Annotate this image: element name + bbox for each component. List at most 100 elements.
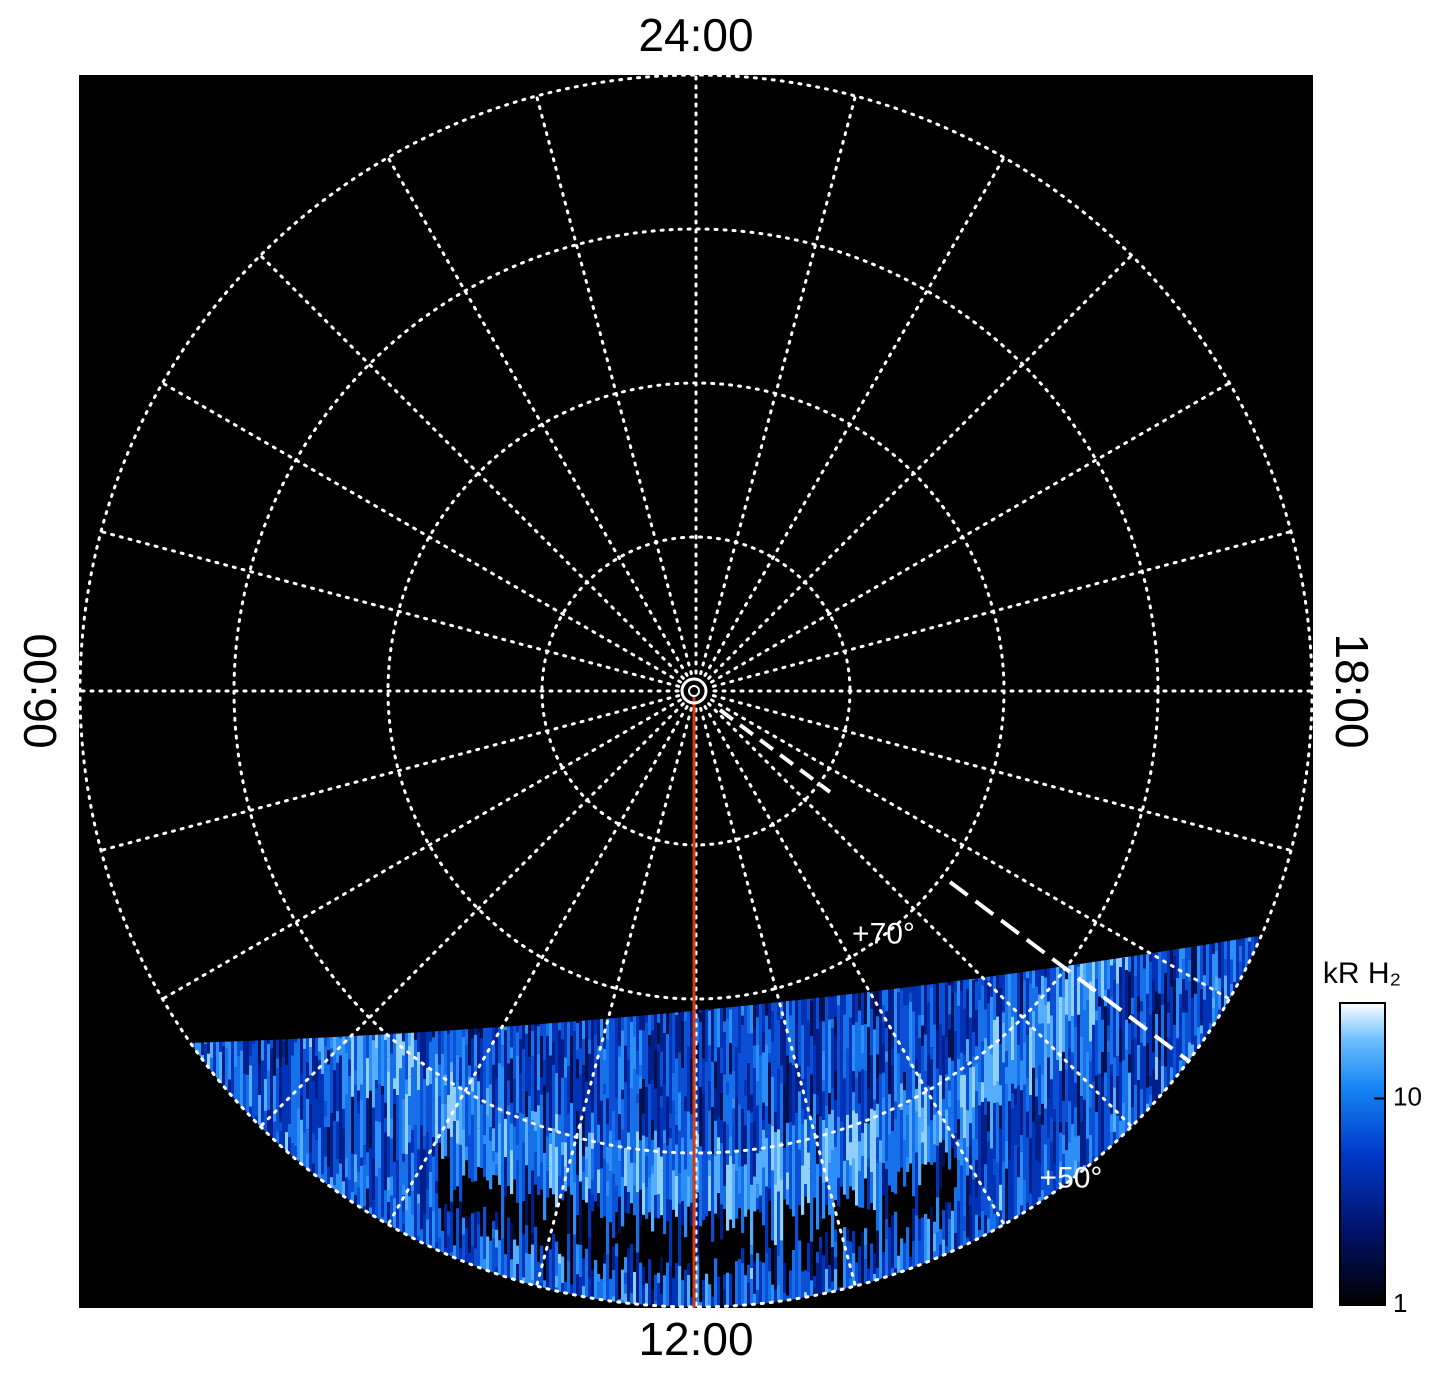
emission-streak [696,1282,700,1307]
emission-streak [585,1159,589,1178]
emission-streak [615,1256,619,1289]
emission-streak [306,1098,310,1130]
emission-streak [783,1084,787,1148]
emission-streak [987,1131,991,1142]
emission-streak [711,1061,715,1108]
emission-streak [345,1157,349,1178]
emission-streak [951,993,955,1061]
emission-streak [354,1182,358,1195]
emission-streak [663,1033,667,1066]
emission-streak [972,1066,976,1108]
emission-streak [888,1134,892,1186]
emission-streak [759,1001,763,1056]
emission-streak [1131,1014,1135,1041]
emission-streak [762,1064,766,1103]
emission-streak [1011,1108,1015,1164]
emission-streak [984,1114,988,1165]
emission-streak [657,1272,661,1284]
emission-streak [834,1016,838,1037]
emission-streak [759,1055,763,1108]
emission-streak [357,1113,361,1173]
emission-streak [939,1075,943,1143]
emission-streak [450,1071,454,1138]
emission-streak [630,1088,634,1148]
emission-streak [789,1177,793,1209]
emission-streak [882,1004,886,1023]
emission-streak [426,1026,430,1068]
emission-streak [636,1131,640,1193]
emission-streak [639,1076,643,1089]
emission-streak [429,1070,433,1085]
emission-streak [690,1016,694,1059]
emission-streak [414,1100,418,1125]
emission-streak [906,1104,910,1116]
emission-streak [945,1109,949,1153]
emission-streak [906,1115,910,1158]
emission-streak [741,1066,745,1110]
emission-streak [1038,994,1042,1024]
emission-streak [459,1201,463,1249]
emission-streak [696,1042,700,1062]
emission-streak [702,1093,706,1126]
emission-streak [786,985,790,1031]
emission-streak [780,1170,784,1180]
emission-streak [906,1227,910,1248]
emission-streak [918,1305,922,1307]
emission-streak [492,1229,496,1239]
emission-streak [726,1124,730,1165]
meridian-line [535,706,693,1288]
emission-streak [516,1113,520,1145]
emission-streak [780,1179,784,1241]
emission-streak [597,1273,601,1283]
emission-streak [933,1221,937,1234]
emission-streak [1176,977,1180,1039]
emission-streak [564,1077,568,1133]
emission-streak [414,1172,418,1240]
emission-streak [573,1303,577,1307]
emission-streak [747,1149,751,1210]
emission-streak [1158,936,1162,994]
emission-streak [1035,1044,1039,1079]
emission-streak [774,1090,778,1112]
emission-streak [594,1260,598,1307]
emission-streak [924,1013,928,1035]
emission-streak [750,1254,754,1269]
emission-streak [738,1259,742,1307]
emission-streak [366,1152,370,1176]
emission-streak [1227,936,1231,982]
emission-streak [795,1239,799,1288]
emission-streak [501,1113,505,1167]
emission-streak [948,1219,952,1233]
emission-streak [741,1015,745,1025]
emission-streak [1017,1085,1021,1148]
emission-streak [828,1093,832,1115]
emission-streak [1101,1052,1105,1077]
emission-streak [396,1095,400,1161]
emission-streak [456,1080,460,1121]
emission-streak [573,1234,577,1247]
emission-streak [1065,979,1069,1015]
emission-streak [381,1023,385,1087]
emission-streak [774,1132,778,1185]
emission-streak [408,1124,412,1143]
emission-streak [1056,1115,1060,1184]
emission-streak [471,1038,475,1078]
emission-streak [684,1070,688,1097]
emission-streak [738,1166,742,1195]
emission-streak [756,1153,760,1185]
emission-streak [432,1137,436,1157]
emission-streak [765,1252,769,1307]
emission-streak [651,1079,655,1121]
emission-streak [1086,1108,1090,1139]
emission-streak [645,1136,649,1157]
emission-streak [1215,936,1219,951]
emission-streak [942,1140,946,1167]
emission-streak [396,1028,400,1046]
emission-streak [453,1024,457,1064]
emission-streak [834,1036,838,1071]
emission-streak [870,1108,874,1146]
emission-streak [555,1241,559,1276]
emission-streak [1212,936,1216,955]
emission-streak [1143,1046,1147,1103]
emission-streak [663,1275,667,1307]
